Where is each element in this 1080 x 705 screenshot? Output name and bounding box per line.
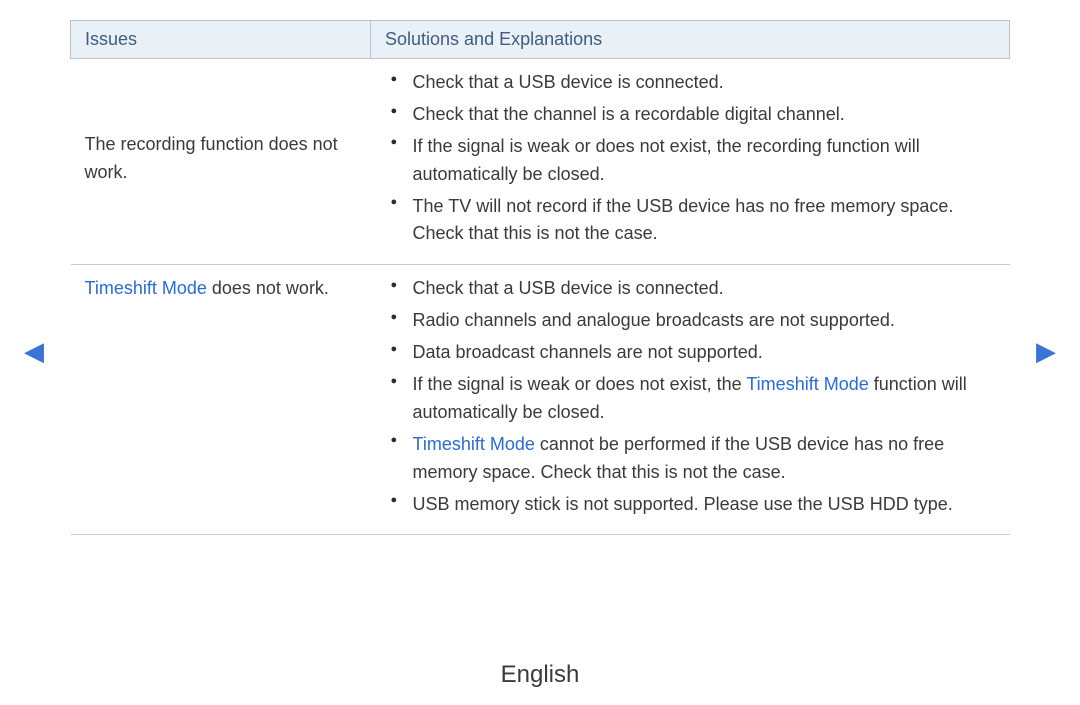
table-row: Timeshift Mode does not work.Check that …	[71, 265, 1010, 535]
table-row: The recording function does not work.Che…	[71, 59, 1010, 265]
highlight-text: Timeshift Mode	[746, 374, 868, 394]
solution-item: Radio channels and analogue broadcasts a…	[409, 307, 996, 335]
text: Check that the channel is a recordable d…	[413, 104, 845, 124]
header-solutions: Solutions and Explanations	[371, 21, 1010, 59]
text: does not work.	[207, 278, 329, 298]
prev-page-arrow[interactable]: ◀	[24, 338, 44, 364]
text: If the signal is weak or does not exist,…	[413, 136, 920, 184]
highlight-text: Timeshift Mode	[85, 278, 207, 298]
footer-language: English	[0, 661, 1080, 689]
solution-item: Data broadcast channels are not supporte…	[409, 339, 996, 367]
table-body: The recording function does not work.Che…	[71, 59, 1010, 535]
troubleshoot-table: Issues Solutions and Explanations The re…	[70, 20, 1010, 535]
solution-item: Check that a USB device is connected.	[409, 69, 996, 97]
solutions-cell: Check that a USB device is connected. Rad…	[371, 265, 1010, 535]
solution-item: Timeshift Mode cannot be performed if th…	[409, 431, 996, 487]
solution-item: Check that a USB device is connected.	[409, 275, 996, 303]
solutions-cell: Check that a USB device is connected. Che…	[371, 59, 1010, 265]
solution-item: If the signal is weak or does not exist,…	[409, 133, 996, 189]
issue-cell: The recording function does not work.	[71, 59, 371, 265]
solution-item: USB memory stick is not supported. Pleas…	[409, 491, 996, 519]
solutions-list: Check that a USB device is connected. Che…	[385, 69, 996, 248]
text: Check that a USB device is connected.	[413, 72, 724, 92]
highlight-text: Timeshift Mode	[413, 434, 535, 454]
text: The TV will not record if the USB device…	[413, 196, 954, 244]
manual-page: ◀ ▶ Issues Solutions and Explanations Th…	[0, 0, 1080, 705]
next-page-arrow[interactable]: ▶	[1036, 338, 1056, 364]
text: USB memory stick is not supported. Pleas…	[413, 494, 953, 514]
table-header-row: Issues Solutions and Explanations	[71, 21, 1010, 59]
solution-item: If the signal is weak or does not exist,…	[409, 371, 996, 427]
solutions-list: Check that a USB device is connected. Rad…	[385, 275, 996, 518]
text: Radio channels and analogue broadcasts a…	[413, 310, 895, 330]
text: Data broadcast channels are not supporte…	[413, 342, 763, 362]
text: Check that a USB device is connected.	[413, 278, 724, 298]
issue-cell: Timeshift Mode does not work.	[71, 265, 371, 535]
text: If the signal is weak or does not exist,…	[413, 374, 747, 394]
solution-item: The TV will not record if the USB device…	[409, 193, 996, 249]
header-issues: Issues	[71, 21, 371, 59]
solution-item: Check that the channel is a recordable d…	[409, 101, 996, 129]
